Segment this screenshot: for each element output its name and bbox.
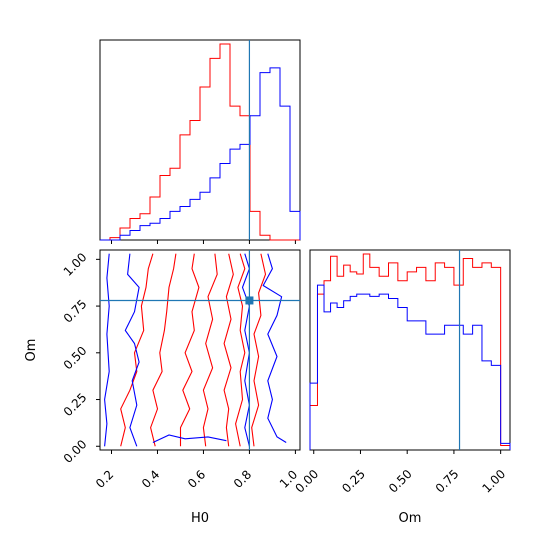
contour-frame xyxy=(99,249,301,451)
contour-0-line-1 xyxy=(150,253,177,447)
contour-xtick-label-0: 0.2 xyxy=(93,467,116,490)
contour-ytick-label-0: 0.00 xyxy=(61,437,90,466)
contour-truth-marker xyxy=(245,296,254,305)
contour-0-line-2 xyxy=(179,253,200,447)
contour-1-line-2 xyxy=(241,253,250,447)
om-hist-xtick-label-4: 1.00 xyxy=(479,467,508,496)
x-axis-label-h0: H0 xyxy=(191,511,209,526)
om-vs-h0-contour-panel: 0.2 0.4 0.6 0.8 1.00.000.250.500.751.00 H0 O… xyxy=(24,249,301,526)
h0-hist-series-0 xyxy=(100,43,300,241)
contour-0-line-4 xyxy=(223,253,234,447)
contour-xtick-label-2: 0.6 xyxy=(185,467,208,490)
h0-hist-series-1 xyxy=(100,67,301,241)
contour-1-line-4 xyxy=(152,434,227,443)
contour-xtick-label-3: 0.8 xyxy=(231,467,254,490)
contour-1-line-3 xyxy=(262,253,287,443)
contour-xtick-label-1: 0.4 xyxy=(139,467,162,490)
contour-ytick-label-2: 0.50 xyxy=(61,344,90,373)
contour-ytick-label-1: 0.25 xyxy=(61,390,90,419)
om-hist-xtick-label-2: 0.50 xyxy=(386,467,415,496)
om-hist-series-1 xyxy=(309,284,511,450)
contour-1-line-1 xyxy=(124,253,140,447)
contour-ytick-label-4: 1.00 xyxy=(61,250,90,279)
contour-1-line-0 xyxy=(104,253,110,447)
h0-histogram-panel xyxy=(99,39,301,244)
om-hist-xtick-label-3: 0.75 xyxy=(433,467,462,496)
om-histogram-frame xyxy=(309,249,511,451)
x-axis-label-om: Om xyxy=(399,511,422,526)
contour-0-line-5 xyxy=(235,253,246,447)
y-axis-label-om: Om xyxy=(24,339,39,362)
om-hist-series-0 xyxy=(309,253,511,450)
contour-ytick-label-3: 0.75 xyxy=(61,297,90,326)
h0-histogram-frame xyxy=(99,39,301,241)
contour-0-line-3 xyxy=(202,253,218,447)
contour-0-line-6 xyxy=(251,253,267,447)
om-hist-xtick-label-0: 0.00 xyxy=(293,467,322,496)
om-hist-xtick-label-1: 0.25 xyxy=(339,467,368,496)
om-histogram-panel: 0.00 0.25 0.50 0.75 1.00 Om xyxy=(293,249,511,526)
contour-0-line-0 xyxy=(120,253,154,447)
